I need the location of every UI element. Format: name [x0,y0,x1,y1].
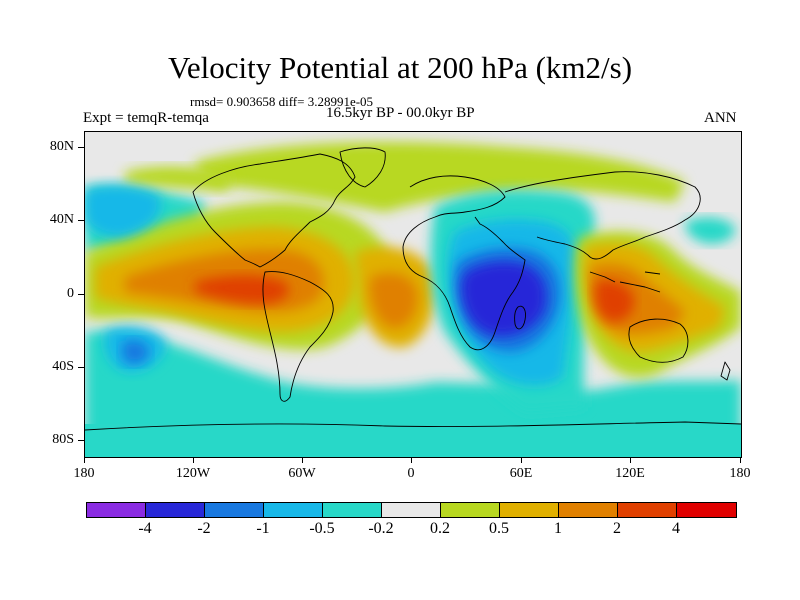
tick-40s [78,367,84,368]
lon-label-180w: 180 [73,466,95,481]
season-label: ANN [704,110,737,126]
tick-80n [78,147,84,148]
colorbar-swatch [87,503,146,517]
colorbar-swatch [264,503,323,517]
south-america-coast [262,271,334,402]
new-zealand-coast [720,361,731,381]
colorbar-label: -4 [138,520,152,537]
coastlines [85,147,741,431]
colorbar-label: 4 [672,520,680,537]
colorbar-label: -2 [197,520,211,537]
australia-coast [628,318,689,363]
lat-label-80s: 80S [52,432,74,447]
colorbar-swatch [382,503,441,517]
colorbar-label: 2 [613,520,621,537]
colorbar-swatch [205,503,264,517]
tick-lon-4 [521,457,522,463]
tick-lon-3 [411,457,412,463]
asia-coast [504,171,701,260]
colorbar-label: 0.5 [489,520,509,537]
experiment-label: Expt = temqR-temqa [83,110,209,126]
lon-label-0: 0 [407,466,415,481]
tick-lon-0 [84,457,85,463]
contour-fills [85,132,741,457]
colorbar-label: -0.5 [309,520,335,537]
europe-africa-coast [402,175,526,351]
colorbar-swatch [559,503,618,517]
colorbar-swatch [323,503,382,517]
lon-label-120w: 120W [175,466,211,481]
colorbar-label: 1 [554,520,562,537]
tick-lon-5 [630,457,631,463]
antarctica-coast [85,421,741,431]
indonesia-coast [589,271,661,293]
colorbar-label: 0.2 [430,520,450,537]
lat-label-40n: 40N [49,212,74,227]
tick-lon-6 [740,457,741,463]
colorbar-label: -1 [256,520,270,537]
lon-label-180e: 180 [729,466,751,481]
tick-40n [78,220,84,221]
tick-lon-1 [193,457,194,463]
velocity-potential-map [84,131,742,458]
map-title: Velocity Potential at 200 hPa (km2/s) [167,50,633,85]
period-label: 16.5kyr BP - 00.0kyr BP [326,105,475,121]
lat-label-80n: 80N [49,139,74,154]
colorbar [86,502,737,518]
north-america-coast [192,153,356,268]
colorbar-swatch [146,503,205,517]
lon-label-60e: 60E [509,466,533,481]
madagascar-coast [514,305,526,330]
colorbar-swatch [441,503,500,517]
lon-label-60w: 60W [288,466,316,481]
tick-80s [78,440,84,441]
colorbar-swatch [500,503,559,517]
lat-label-40s: 40S [52,359,74,374]
colorbar-swatch [618,503,677,517]
stats-text: rmsd= 0.903658 diff= 3.28991e-05 [190,94,374,109]
tick-0 [78,294,84,295]
greenland-coast [339,147,386,188]
colorbar-swatch [677,503,736,517]
tick-lon-2 [302,457,303,463]
colorbar-label: -0.2 [368,520,394,537]
lat-label-0: 0 [67,286,74,301]
lon-label-120e: 120E [615,466,645,481]
